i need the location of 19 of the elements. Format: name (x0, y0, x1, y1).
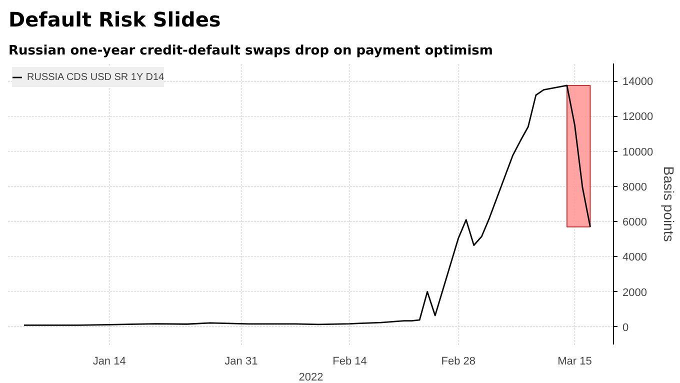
y-tick-label: 2000 (622, 286, 647, 299)
y-tick-label: 14000 (622, 76, 654, 88)
y-tick-label: 0 (622, 322, 629, 334)
y-tick-label: 8000 (622, 181, 647, 194)
line-series (23, 84, 591, 326)
y-tick-label: 6000 (622, 216, 647, 229)
legend-label: RUSSIA CDS USD SR 1Y D14 (27, 71, 164, 83)
y-tick-label: 10000 (622, 146, 654, 158)
x-tick-label: Feb 14 (332, 356, 367, 368)
chart-title: Default Risk Slides (8, 8, 221, 32)
y-axis-title: Basis points (661, 166, 678, 242)
y-tick-label: 12000 (622, 111, 654, 124)
x-tick-label: Jan 31 (224, 356, 258, 368)
x-axis-title: 2022 (298, 372, 324, 383)
y-tick-label: 4000 (622, 252, 647, 264)
x-tick-label: Jan 14 (92, 356, 126, 368)
x-tick-label: Mar 15 (558, 356, 592, 368)
x-tick-label: Feb 28 (441, 356, 476, 368)
chart-subtitle: Russian one-year credit-default swaps drop on payment optimism (8, 44, 493, 58)
